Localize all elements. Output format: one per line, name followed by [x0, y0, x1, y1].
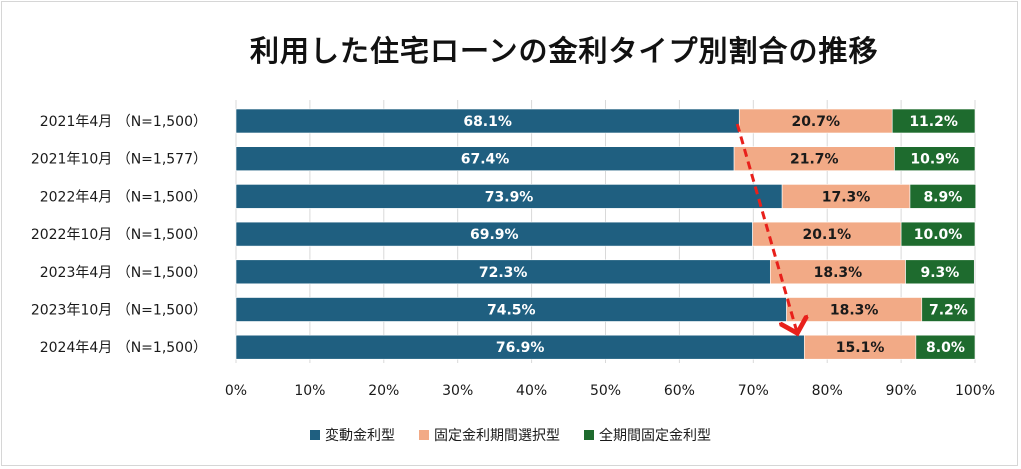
bar-segment: [905, 259, 975, 285]
category-label: 2021年10月 （N=1,577）: [31, 152, 207, 168]
bar-segment: [769, 259, 906, 285]
x-tick-label: 80%: [812, 383, 843, 399]
x-tick-label: 50%: [590, 383, 621, 399]
x-tick-label: 10%: [294, 383, 325, 399]
bar-segment: [235, 146, 735, 171]
category-label: 2021年4月 （N=1,500）: [40, 114, 207, 130]
legend: 変動金利型 固定金利期間選択型 全期間固定金利型: [0, 425, 1021, 445]
data-label: 20.7%: [791, 114, 840, 130]
x-tick-label: 0%: [225, 383, 247, 399]
data-label: 8.0%: [926, 340, 965, 356]
category-label: 2023年4月 （N=1,500）: [40, 265, 207, 281]
x-tick-label: 40%: [516, 383, 547, 399]
bar-segment: [894, 146, 976, 171]
x-tick-label: 20%: [368, 383, 399, 399]
data-label: 67.4%: [461, 152, 510, 168]
bar-segment: [921, 297, 976, 322]
data-label: 76.9%: [496, 340, 545, 356]
x-tick-label: 60%: [664, 383, 695, 399]
data-label: 18.3%: [830, 303, 879, 319]
legend-swatch: [310, 430, 320, 440]
data-label: 11.2%: [909, 114, 958, 130]
data-label: 17.3%: [822, 189, 871, 205]
bar-segment: [781, 184, 911, 209]
legend-item: 全期間固定金利型: [584, 425, 711, 445]
bar-segment: [915, 334, 976, 360]
data-label: 18.3%: [814, 265, 863, 281]
legend-swatch: [419, 430, 429, 440]
bar-segment: [235, 259, 771, 285]
bar-segment: [803, 334, 917, 360]
legend-label: 固定金利期間選択型: [434, 428, 560, 444]
data-label: 9.3%: [920, 265, 959, 281]
data-label: 8.9%: [923, 189, 962, 205]
bar-segment: [900, 221, 976, 247]
category-label: 2023年10月 （N=1,500）: [31, 303, 207, 319]
data-label: 20.1%: [803, 227, 852, 243]
x-tick-label: 30%: [442, 383, 473, 399]
bar-segment: [909, 184, 977, 209]
data-label: 10.9%: [910, 152, 959, 168]
legend-label: 変動金利型: [325, 428, 395, 444]
legend-swatch: [584, 430, 594, 440]
data-label: 21.7%: [790, 152, 839, 168]
data-label: 69.9%: [470, 227, 519, 243]
trend-arrow: [735, 123, 797, 333]
x-tick-label: 100%: [955, 383, 995, 399]
data-label: 7.2%: [929, 303, 968, 319]
bar-segment: [235, 108, 740, 134]
data-label: 74.5%: [487, 303, 536, 319]
legend-label: 全期間固定金利型: [599, 428, 711, 444]
bar-segment: [752, 221, 902, 247]
category-label: 2022年10月 （N=1,500）: [31, 227, 207, 243]
bar-segment: [235, 334, 805, 360]
x-tick-label: 70%: [738, 383, 769, 399]
bar-segment: [891, 108, 976, 134]
chart-title: 利用した住宅ローンの金利タイプ別割合の推移: [250, 34, 879, 68]
data-label: 68.1%: [463, 114, 512, 130]
bar-segment: [733, 146, 895, 171]
data-label: 15.1%: [836, 340, 885, 356]
category-label: 2024年4月 （N=1,500）: [40, 340, 207, 356]
legend-item: 変動金利型: [310, 425, 395, 445]
data-label: 10.0%: [914, 227, 963, 243]
category-label: 2022年4月 （N=1,500）: [40, 189, 207, 205]
x-tick-label: 90%: [886, 383, 917, 399]
legend-item: 固定金利期間選択型: [419, 425, 560, 445]
data-label: 73.9%: [485, 189, 534, 205]
data-label: 72.3%: [479, 265, 528, 281]
bar-segment: [235, 221, 753, 247]
bar-segment: [235, 297, 787, 322]
